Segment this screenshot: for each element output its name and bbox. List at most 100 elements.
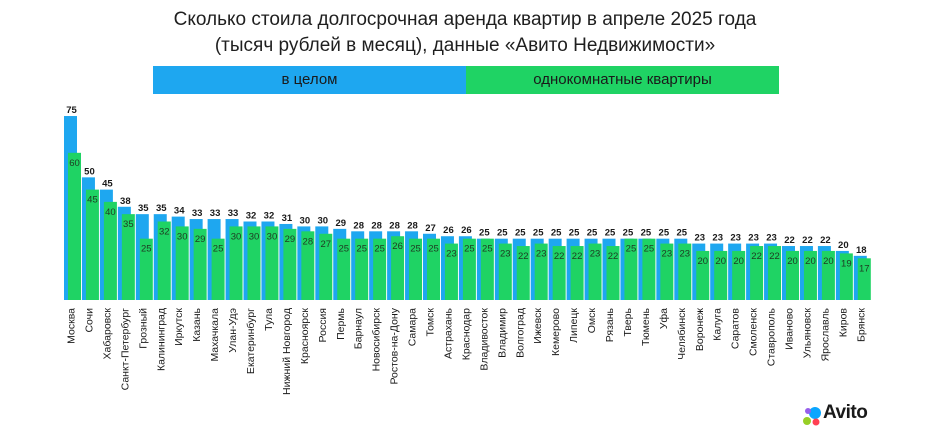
bar-one-room (247, 226, 261, 300)
logo-dot-purple (805, 408, 811, 414)
category-label: Воронеж (694, 308, 706, 351)
category-label: Пермь (335, 307, 347, 339)
data-label-one-room: 30 (231, 231, 242, 242)
data-label-one-room: 25 (410, 244, 421, 255)
bar-one-room (85, 189, 99, 300)
chart-title-line-2: (тысяч рублей в месяц), данные «Авито Не… (214, 35, 716, 56)
bar-one-room (534, 243, 548, 300)
data-label-one-room: 25 (626, 244, 637, 255)
data-label-total: 27 (425, 223, 436, 234)
bar-one-room (157, 221, 171, 300)
category-label: Новосибирск (371, 308, 383, 372)
data-label-total: 22 (784, 235, 795, 246)
data-label-one-room: 23 (662, 249, 673, 260)
data-label-total: 35 (138, 203, 149, 214)
data-label-total: 25 (497, 228, 508, 239)
data-label-total: 35 (156, 203, 167, 214)
category-label: Волгоград (514, 308, 526, 358)
data-label-total: 25 (659, 228, 670, 239)
category-label: Саратов (730, 308, 742, 350)
data-label-total: 25 (587, 228, 598, 239)
category-label: Тверь (622, 307, 634, 336)
category-label: Астрахань (442, 307, 454, 359)
data-label-one-room: 20 (697, 256, 708, 267)
bar-one-room (821, 250, 835, 300)
data-label-one-room: 30 (267, 231, 278, 242)
chart-title-line-1: Сколько стоила долгосрочная аренда кварт… (173, 9, 757, 30)
category-label: Ульяновск (801, 308, 813, 359)
data-label-one-room: 20 (823, 256, 834, 267)
bar-one-room (211, 238, 225, 300)
data-label-one-room: 25 (141, 244, 152, 255)
data-label-one-room: 20 (787, 256, 798, 267)
legend-total: в целом (153, 66, 466, 94)
bar-one-room (606, 246, 620, 300)
bar-one-room (337, 238, 351, 300)
logo-dot-green (803, 417, 811, 425)
bar-one-room (516, 246, 530, 300)
data-label-total: 18 (856, 245, 867, 256)
data-label-total: 26 (443, 225, 454, 236)
data-label-total: 25 (479, 228, 490, 239)
data-label-one-room: 22 (751, 251, 762, 262)
data-label-one-room: 29 (285, 234, 296, 245)
data-label-one-room: 17 (859, 263, 870, 274)
category-label: Ярославль (819, 307, 831, 361)
bar-one-room (480, 238, 494, 300)
bar-one-room (498, 243, 512, 300)
bar-one-room (121, 214, 135, 300)
bar-one-room (391, 236, 405, 300)
bar-one-room (768, 246, 782, 300)
data-label-one-room: 30 (177, 231, 188, 242)
bar-one-room (732, 250, 746, 300)
bar-one-room (444, 243, 458, 300)
data-label-total: 50 (84, 166, 95, 177)
category-label: Санкт-Петербург (119, 308, 131, 391)
category-label: Калининград (155, 308, 167, 371)
category-label: Челябинск (676, 308, 688, 360)
category-label: Махачкала (209, 308, 221, 362)
category-label: Тула (263, 308, 275, 331)
bar-one-room (624, 238, 638, 300)
bar-one-room (642, 238, 656, 300)
data-label-total: 23 (748, 233, 759, 244)
category-label: Ростов-на-Дону (389, 307, 401, 384)
category-label: Омск (586, 308, 598, 334)
data-label-one-room: 23 (680, 249, 691, 260)
data-label-total: 23 (694, 233, 705, 244)
category-label: Нижний Новгород (281, 308, 293, 395)
category-label: Казань (191, 307, 203, 341)
category-label: Самара (407, 308, 419, 346)
data-label-total: 25 (677, 228, 688, 239)
data-label-one-room: 22 (769, 251, 780, 262)
category-label: Рязань (604, 307, 616, 342)
data-label-total: 28 (389, 220, 400, 231)
data-label-total: 75 (66, 105, 77, 116)
bar-one-room (570, 246, 584, 300)
bar-one-room (750, 246, 764, 300)
bar-one-room (696, 250, 710, 300)
category-label: Ижевск (532, 308, 544, 344)
data-label-total: 23 (730, 233, 741, 244)
data-label-total: 45 (102, 179, 113, 190)
bar-one-room (839, 253, 853, 300)
avito-logo (803, 407, 821, 426)
logo-dot-red (812, 418, 820, 426)
data-label-one-room: 19 (841, 258, 852, 269)
data-label-total: 25 (623, 228, 634, 239)
bar-one-room (373, 238, 387, 300)
bar-one-room (265, 226, 279, 300)
data-label-one-room: 23 (536, 249, 547, 260)
data-label-total: 26 (461, 225, 472, 236)
category-label: Улан-Удэ (227, 308, 239, 353)
category-label: Иваново (784, 308, 796, 350)
data-label-total: 28 (353, 220, 364, 231)
category-label: Брянск (855, 308, 867, 342)
data-label-total: 28 (371, 220, 382, 231)
data-label-total: 30 (300, 215, 311, 226)
data-label-one-room: 22 (554, 251, 565, 262)
data-label-total: 25 (641, 228, 652, 239)
category-label: Грозный (137, 308, 149, 349)
data-label-one-room: 29 (195, 234, 206, 245)
data-label-one-room: 25 (428, 244, 439, 255)
